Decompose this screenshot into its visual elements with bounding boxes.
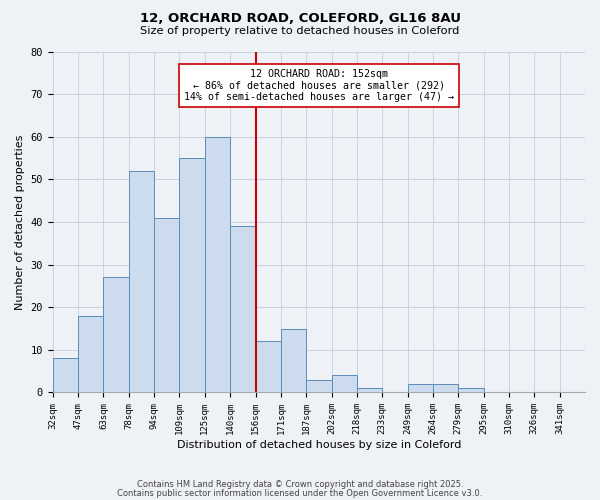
Bar: [306, 380, 332, 392]
Text: Contains HM Land Registry data © Crown copyright and database right 2025.: Contains HM Land Registry data © Crown c…: [137, 480, 463, 489]
Bar: [205, 136, 230, 392]
Bar: [407, 384, 433, 392]
Text: Contains public sector information licensed under the Open Government Licence v3: Contains public sector information licen…: [118, 488, 482, 498]
Bar: [154, 218, 179, 392]
Bar: [256, 342, 281, 392]
Y-axis label: Number of detached properties: Number of detached properties: [15, 134, 25, 310]
Bar: [230, 226, 256, 392]
Bar: [103, 278, 129, 392]
Text: Size of property relative to detached houses in Coleford: Size of property relative to detached ho…: [140, 26, 460, 36]
Bar: [458, 388, 484, 392]
Bar: [433, 384, 458, 392]
Text: 12 ORCHARD ROAD: 152sqm
← 86% of detached houses are smaller (292)
14% of semi-d: 12 ORCHARD ROAD: 152sqm ← 86% of detache…: [184, 68, 454, 102]
Bar: [53, 358, 78, 392]
Bar: [357, 388, 382, 392]
Bar: [179, 158, 205, 392]
Bar: [129, 171, 154, 392]
Bar: [281, 328, 306, 392]
X-axis label: Distribution of detached houses by size in Coleford: Distribution of detached houses by size …: [177, 440, 461, 450]
Bar: [332, 376, 357, 392]
Text: 12, ORCHARD ROAD, COLEFORD, GL16 8AU: 12, ORCHARD ROAD, COLEFORD, GL16 8AU: [139, 12, 461, 26]
Bar: [78, 316, 103, 392]
